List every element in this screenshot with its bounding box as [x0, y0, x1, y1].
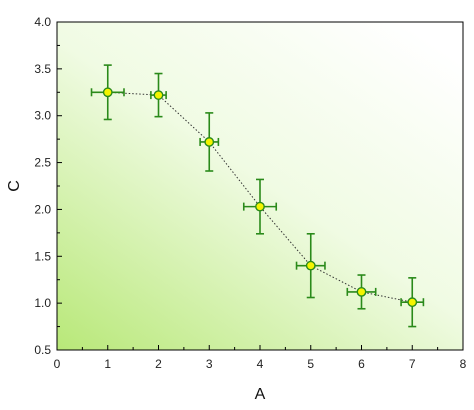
data-point: [102, 87, 113, 98]
points-layer: [102, 87, 418, 308]
x-axis: 0 1 2 3 4 5 6 7 8: [54, 345, 467, 371]
watermark-text: 知乎 @UTechMaGic0xAE: [320, 387, 463, 401]
y-tick-label: 2.0: [34, 202, 51, 216]
data-point: [305, 260, 316, 271]
x-tick-label: 8: [460, 357, 467, 371]
x-tick-label: 2: [155, 357, 162, 371]
x-axis-title: A: [255, 386, 266, 403]
x-tick-label: 0: [54, 357, 61, 371]
data-point: [153, 90, 164, 100]
x-tick-label: 5: [307, 357, 314, 371]
y-tick-label: 2.5: [34, 156, 51, 170]
y-axis: 0.5 1.0 1.5 2.0 2.5 3.0 3.5 4.0: [34, 15, 62, 357]
data-point: [356, 286, 367, 297]
y-tick-label: 1.5: [34, 249, 51, 263]
y-tick-label: 3.0: [34, 109, 51, 123]
x-tick-label: 6: [358, 357, 365, 371]
y-tick-label: 0.5: [34, 343, 51, 357]
x-tick-label: 3: [206, 357, 213, 371]
x-tick-label: 4: [257, 357, 264, 371]
y-axis-title: C: [6, 180, 23, 192]
y-tick-label: 1.0: [34, 296, 51, 310]
y-tick-label: 3.5: [34, 62, 51, 76]
data-point: [407, 297, 418, 308]
data-point: [255, 201, 265, 212]
data-point: [204, 137, 215, 147]
y-tick-label: 4.0: [34, 15, 51, 29]
x-tick-label: 1: [104, 357, 111, 371]
x-tick-label: 7: [409, 357, 416, 371]
